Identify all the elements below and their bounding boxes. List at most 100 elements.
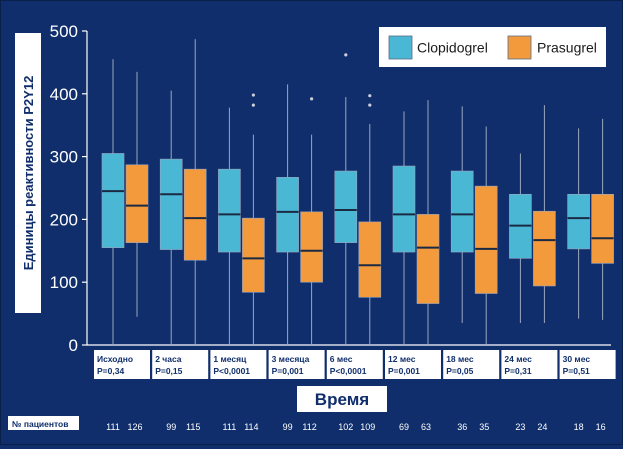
- clopidogrel-box-7: [509, 153, 532, 324]
- legend-swatch-clopidogrel: [388, 35, 413, 60]
- patient-count: 23: [515, 422, 525, 432]
- iqr-box: [474, 185, 498, 294]
- p-value-label: P<0,0001: [213, 366, 250, 376]
- category-label: 6 мес: [330, 354, 353, 364]
- clopidogrel-box-8: [567, 128, 590, 319]
- iqr-box: [183, 168, 207, 261]
- y-tick-label: 200: [50, 210, 78, 229]
- clopidogrel-box-4: [334, 53, 358, 345]
- patient-count: 63: [421, 422, 431, 432]
- patient-count: 24: [537, 422, 547, 432]
- p-value-label: P=0,34: [97, 366, 124, 376]
- patient-counts: № пациентов 111 126 99 115 111 114 99 112 102 109…: [8, 416, 606, 432]
- patient-count: 126: [127, 422, 142, 432]
- p-value-label: P=0,001: [388, 366, 420, 376]
- patient-count: 36: [457, 422, 467, 432]
- y-tick-label: 300: [50, 148, 78, 167]
- iqr-box: [242, 217, 265, 293]
- patient-count: 111: [106, 422, 120, 432]
- p-value-label: P=0,51: [563, 366, 590, 376]
- prasugrel-box-5: [416, 100, 440, 345]
- patient-count: 112: [302, 422, 316, 432]
- outlier-point: [368, 94, 372, 98]
- category-label-box: [210, 350, 267, 379]
- outlier-point: [368, 103, 372, 107]
- prasugrel-box-1: [183, 39, 207, 345]
- clopidogrel-box-6: [450, 106, 474, 324]
- outlier-point: [344, 53, 348, 57]
- x-axis-title-group: Время: [297, 386, 387, 412]
- prasugrel-box-8: [591, 118, 614, 320]
- p-value-label: P=0,001: [272, 366, 304, 376]
- category-label-box: [152, 350, 209, 379]
- clopidogrel-box-2: [218, 107, 241, 345]
- patient-count: 16: [596, 422, 606, 432]
- prasugrel-box-6: [474, 126, 498, 345]
- y-tick-label: 500: [50, 22, 78, 41]
- prasugrel-box-4: [358, 94, 382, 345]
- p-value-label: P=0,05: [446, 366, 473, 376]
- iqr-box: [300, 211, 323, 283]
- prasugrel-box-7: [533, 105, 556, 324]
- iqr-box: [125, 164, 149, 243]
- y-axis-title-group: Единицы реактивности P2Y12: [15, 33, 41, 313]
- category-label: 12 мес: [388, 354, 416, 364]
- category-label: 18 мес: [446, 354, 474, 364]
- category-label: 3 месяца: [272, 354, 310, 364]
- patient-count: 69: [399, 422, 409, 432]
- x-axis-title-box: [297, 386, 387, 412]
- category-label: 1 месяц: [213, 354, 247, 364]
- iqr-box: [358, 221, 382, 298]
- clopidogrel-box-5: [392, 111, 416, 345]
- category-label: Исходно: [97, 354, 133, 364]
- clopidogrel-box-1: [159, 90, 183, 345]
- iqr-box: [218, 168, 241, 253]
- patient-count: 99: [166, 422, 176, 432]
- iqr-box: [334, 170, 358, 243]
- patient-count: 102: [338, 422, 353, 432]
- legend-label-clopidogrel: Clopidogrel: [417, 40, 488, 56]
- patients-label-box: [8, 416, 79, 430]
- p-value-label: P=0,15: [155, 366, 182, 376]
- iqr-box: [591, 193, 614, 264]
- iqr-box: [567, 193, 590, 250]
- outlier-point: [251, 93, 255, 97]
- x-axis-title: Время: [315, 390, 369, 409]
- clopidogrel-box-0: [101, 59, 125, 345]
- axes: [86, 31, 611, 346]
- patient-count: 114: [244, 422, 258, 432]
- y-tick-label: 400: [50, 85, 78, 104]
- patient-count: 115: [186, 422, 200, 432]
- category-label-box: [326, 350, 383, 379]
- y-axis-title: Единицы реактивности P2Y12: [21, 76, 36, 271]
- prasugrel-box-3: [300, 97, 323, 345]
- p-value-label: P=0,31: [504, 366, 531, 376]
- iqr-box: [276, 177, 299, 253]
- y-axis-title-box: [15, 33, 41, 313]
- iqr-box: [392, 165, 416, 253]
- category-label: 30 мес: [563, 354, 591, 364]
- category-label-box: [559, 350, 616, 379]
- p-value-label: P<0,0001: [330, 366, 367, 376]
- iqr-box: [416, 214, 440, 304]
- legend-label-prasugrel: Prasugrel: [537, 40, 597, 56]
- category-label: 2 часа: [155, 354, 182, 364]
- outlier-point: [251, 103, 255, 107]
- patient-count: 35: [479, 422, 489, 432]
- category-label-box: [385, 350, 441, 379]
- iqr-box: [450, 170, 474, 253]
- legend-box: [379, 27, 606, 67]
- patient-count: 111: [223, 422, 237, 432]
- patient-count: 99: [283, 422, 293, 432]
- category-label-box: [94, 350, 150, 379]
- category-label: 24 мес: [504, 354, 532, 364]
- outlier-point: [310, 97, 314, 101]
- category-label-box: [443, 350, 500, 379]
- iqr-box: [101, 153, 125, 248]
- category-labels: Исходно P=0,34 2 часа P=0,15 1 месяц P<0,0001…: [94, 350, 616, 379]
- patient-count: 18: [574, 422, 584, 432]
- patient-count: 109: [360, 422, 375, 432]
- category-label-box: [501, 350, 558, 379]
